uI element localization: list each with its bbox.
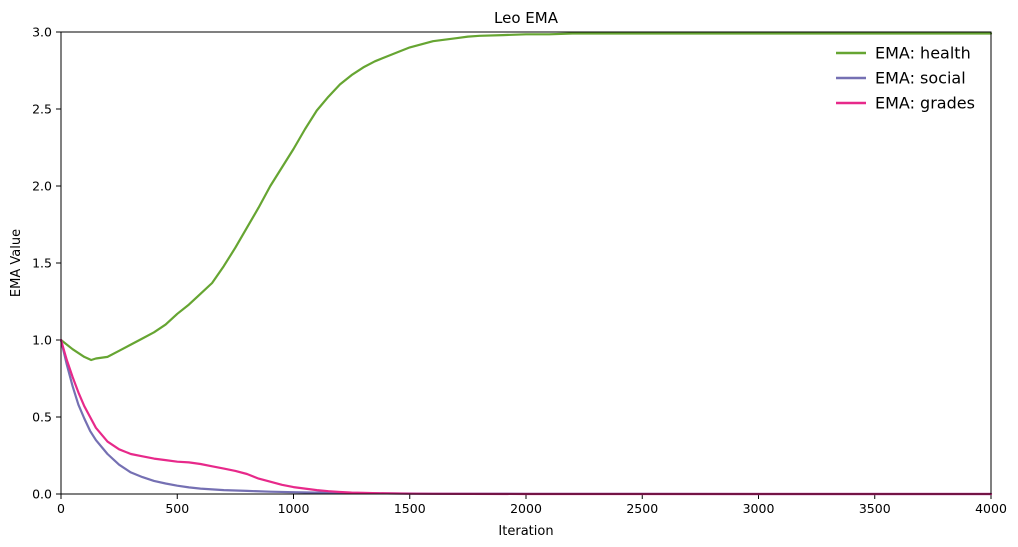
y-tick-label: 1.5 — [32, 256, 52, 271]
y-ticks: 0.0 0.5 1.0 1.5 2.0 2.5 3.0 — [32, 25, 61, 502]
legend: EMA: health EMA: social EMA: grades — [836, 44, 975, 113]
x-tick-label: 500 — [165, 501, 189, 516]
x-axis-label: Iteration — [498, 524, 553, 539]
x-tick-label: 1500 — [394, 501, 426, 516]
series-line-ema-grades — [59, 338, 993, 496]
legend-label: EMA: social — [875, 69, 966, 88]
series-line-ema-health — [59, 32, 993, 362]
x-tick-label: 1000 — [278, 501, 310, 516]
legend-label: EMA: health — [875, 44, 971, 63]
y-tick-label: 0.0 — [32, 487, 52, 502]
x-tick-label: 3500 — [859, 501, 891, 516]
series-line-ema-social — [59, 338, 993, 496]
y-tick-label: 0.5 — [32, 410, 52, 425]
y-tick-label: 3.0 — [32, 25, 52, 40]
chart-title: Leo EMA — [494, 9, 559, 27]
plot-frame — [60, 31, 992, 495]
x-tick-label: 0 — [57, 501, 65, 516]
plot-lines — [59, 32, 993, 496]
y-tick-label: 2.5 — [32, 102, 52, 117]
y-tick-label: 1.0 — [32, 333, 52, 348]
y-axis-label: EMA Value — [9, 229, 24, 297]
legend-label: EMA: grades — [875, 94, 975, 113]
x-tick-label: 2500 — [626, 501, 658, 516]
x-ticks: 0 500 1000 1500 2000 2500 3000 3500 4000 — [57, 494, 1007, 516]
x-tick-label: 3000 — [743, 501, 775, 516]
x-tick-label: 4000 — [975, 501, 1007, 516]
x-tick-label: 2000 — [510, 501, 542, 516]
y-tick-label: 2.0 — [32, 179, 52, 194]
